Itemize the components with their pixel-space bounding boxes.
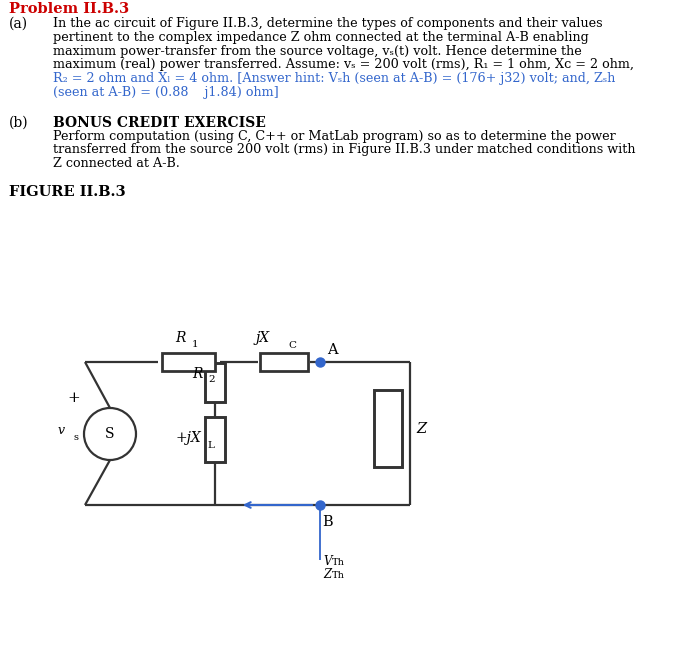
Text: (b): (b) <box>9 116 29 130</box>
Bar <box>205 417 225 462</box>
Bar <box>374 390 402 467</box>
Text: +: + <box>68 391 80 405</box>
Text: v: v <box>58 424 65 437</box>
Text: In the ac circuit of Figure II.B.3, determine the types of components and their : In the ac circuit of Figure II.B.3, dete… <box>53 17 603 30</box>
Bar <box>205 363 225 402</box>
Text: Z connected at A-B.: Z connected at A-B. <box>53 157 180 170</box>
Text: A: A <box>327 343 337 357</box>
Text: S: S <box>105 427 115 441</box>
Text: maximum power-transfer from the source voltage, vₛ(t) volt. Hence determine the: maximum power-transfer from the source v… <box>53 45 582 58</box>
Bar <box>162 353 215 371</box>
Text: Th: Th <box>332 571 345 580</box>
Text: C: C <box>288 341 296 350</box>
Text: Problem II.B.3: Problem II.B.3 <box>9 2 129 16</box>
Text: BONUS CREDIT EXERCISE: BONUS CREDIT EXERCISE <box>53 116 266 130</box>
Text: 1: 1 <box>192 340 199 349</box>
Text: FIGURE II.B.3: FIGURE II.B.3 <box>9 185 125 199</box>
Text: s: s <box>73 434 78 443</box>
Text: L: L <box>207 441 214 450</box>
Text: V: V <box>323 555 332 568</box>
Text: R: R <box>193 367 203 381</box>
Text: Perform computation (using C, C++ or MatLab program) so as to determine the powe: Perform computation (using C, C++ or Mat… <box>53 129 616 142</box>
Text: B: B <box>322 515 332 529</box>
Text: (a): (a) <box>9 17 28 31</box>
Text: +jX: +jX <box>175 431 201 445</box>
Text: Z: Z <box>416 422 426 436</box>
Bar <box>260 353 308 371</box>
Text: R: R <box>176 331 186 345</box>
Text: maximum (real) power transferred. Assume: vₛ = 200 volt (rms), R₁ = 1 ohm, Xᴄ = : maximum (real) power transferred. Assume… <box>53 58 634 72</box>
Text: transferred from the source 200 volt (rms) in Figure II.B.3 under matched condit: transferred from the source 200 volt (rm… <box>53 144 636 157</box>
Text: R₂ = 2 ohm and Xₗ = 4 ohm. [Answer hint: Vₛh (seen at A-B) = (176+ j32) volt; an: R₂ = 2 ohm and Xₗ = 4 ohm. [Answer hint:… <box>53 72 615 85</box>
Text: (seen at A-B) = (0.88    j1.84) ohm]: (seen at A-B) = (0.88 j1.84) ohm] <box>53 86 279 99</box>
Text: Z: Z <box>323 568 331 581</box>
Text: 2: 2 <box>208 374 215 384</box>
Text: pertinent to the complex impedance Z ohm connected at the terminal A-B enabling: pertinent to the complex impedance Z ohm… <box>53 31 589 44</box>
Text: Th: Th <box>332 558 345 567</box>
Text: jX: jX <box>256 331 270 345</box>
